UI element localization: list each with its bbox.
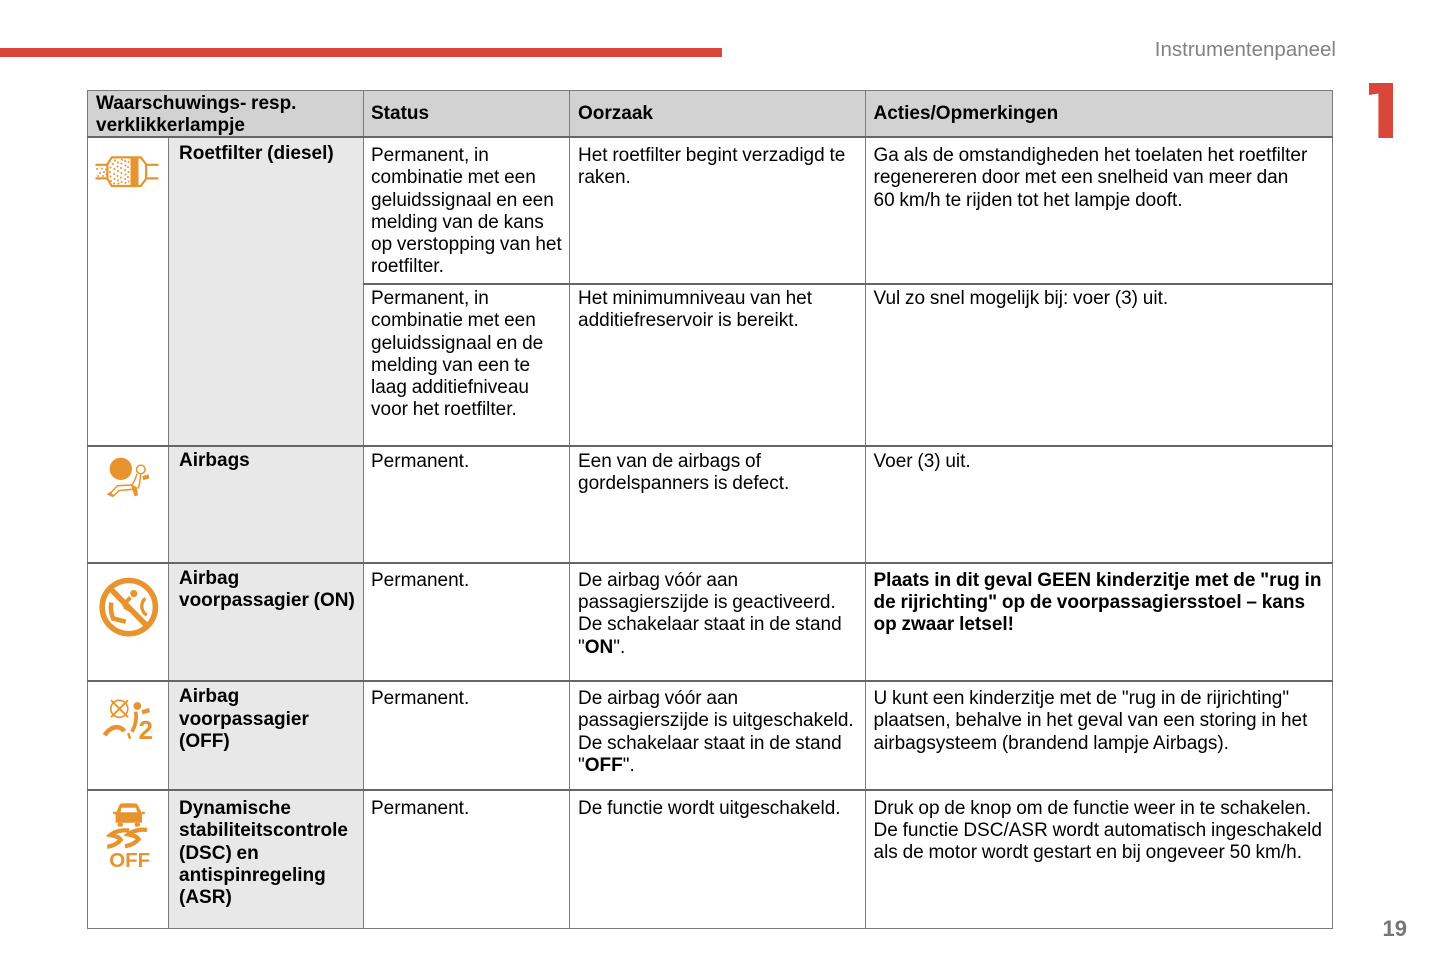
svg-text:2: 2	[139, 715, 153, 745]
svg-text:OFF: OFF	[109, 849, 150, 870]
